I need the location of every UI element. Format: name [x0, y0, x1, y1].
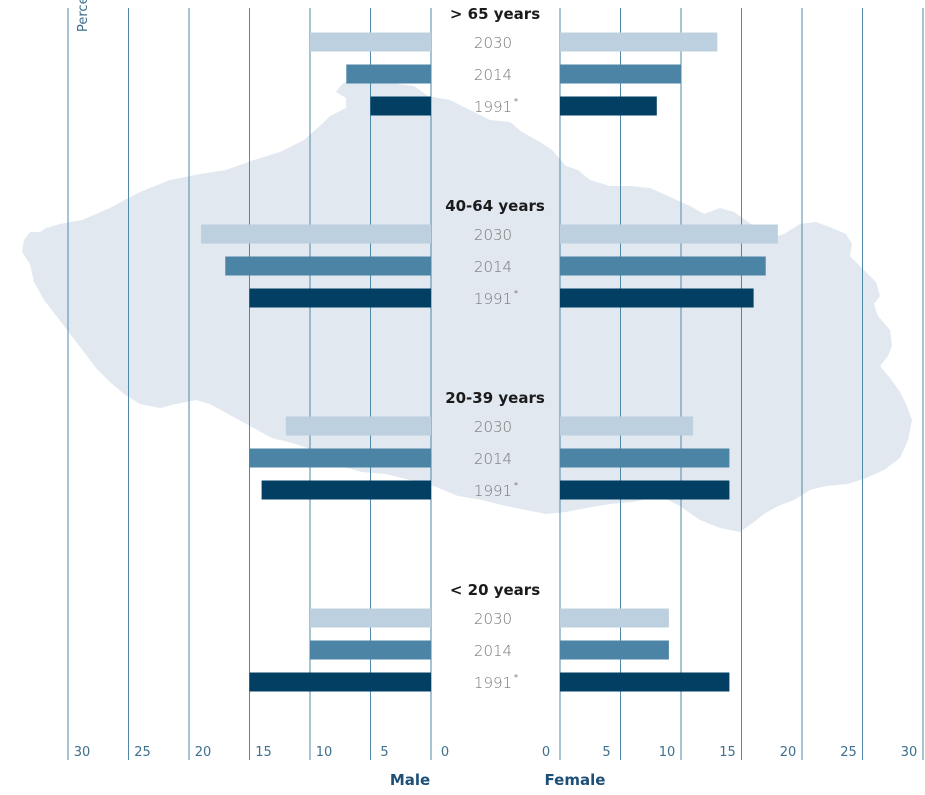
- year-label: 1991: [474, 482, 512, 500]
- tick-label-female: 0: [542, 745, 550, 760]
- bar-male-1991: [249, 288, 431, 308]
- bar-marks: [201, 32, 778, 692]
- tick-label-female: 20: [780, 745, 797, 760]
- year-label: 2014: [474, 642, 512, 660]
- bar-female-2014: [560, 640, 669, 660]
- year-label: 2014: [474, 258, 512, 276]
- bar-male-1991: [249, 672, 431, 692]
- bar-female-2030: [560, 224, 778, 244]
- chart-labels: Percent Male Female 30 30 25 25 20 20 15 15 10 10…: [74, 0, 918, 789]
- year-label: 1991: [474, 290, 512, 308]
- tick-label-female: 25: [840, 745, 857, 760]
- tick-label-female: 30: [901, 745, 918, 760]
- year-label: 1991: [474, 674, 512, 692]
- year-label: 2030: [474, 418, 512, 436]
- bar-male-2014: [249, 448, 431, 468]
- age-group-title: > 65 years: [450, 5, 540, 23]
- bar-female-1991: [560, 672, 730, 692]
- year-label: 2030: [474, 226, 512, 244]
- footnote-marker: *: [514, 673, 518, 682]
- bar-male-1991: [261, 480, 431, 500]
- bar-male-2030: [285, 416, 431, 436]
- axis-unit-label: Percent: [76, 0, 91, 32]
- bar-male-2014: [310, 640, 431, 660]
- bar-male-2030: [310, 608, 431, 628]
- tick-label-male: 0: [441, 745, 449, 760]
- tick-label-male: 5: [380, 745, 388, 760]
- grid-lines: [67, 8, 924, 760]
- bar-male-2014: [225, 256, 431, 276]
- tick-label-male: 30: [74, 745, 91, 760]
- year-label: 2014: [474, 450, 512, 468]
- age-group-title: 40-64 years: [445, 197, 545, 215]
- tick-label-female: 10: [659, 745, 676, 760]
- bar-female-2030: [560, 416, 694, 436]
- year-label: 2030: [474, 610, 512, 628]
- age-group-title: 20-39 years: [445, 389, 545, 407]
- tick-label-male: 25: [134, 745, 151, 760]
- bar-female-2014: [560, 64, 681, 84]
- bar-female-2014: [560, 448, 730, 468]
- background-map-silhouette: [22, 76, 912, 532]
- bar-male-2030: [201, 224, 431, 244]
- footnote-marker: *: [514, 481, 518, 490]
- tick-label-male: 10: [316, 745, 333, 760]
- year-label: 2030: [474, 34, 512, 52]
- bar-female-2030: [560, 32, 718, 52]
- bar-female-2014: [560, 256, 766, 276]
- year-label: 1991: [474, 98, 512, 116]
- bar-female-1991: [560, 96, 657, 116]
- bar-female-1991: [560, 288, 754, 308]
- bar-female-2030: [560, 608, 669, 628]
- male-axis-label: Male: [390, 771, 430, 789]
- footnote-marker: *: [514, 97, 518, 106]
- bar-male-1991: [370, 96, 431, 116]
- year-label: 2014: [474, 66, 512, 84]
- tick-label-female: 5: [602, 745, 610, 760]
- tick-label-female: 15: [719, 745, 736, 760]
- bar-male-2030: [310, 32, 431, 52]
- footnote-marker: *: [514, 289, 518, 298]
- tick-label-male: 20: [195, 745, 212, 760]
- female-axis-label: Female: [545, 771, 606, 789]
- bar-female-1991: [560, 480, 730, 500]
- bar-male-2014: [346, 64, 431, 84]
- tick-label-male: 15: [255, 745, 272, 760]
- age-group-title: < 20 years: [450, 581, 540, 599]
